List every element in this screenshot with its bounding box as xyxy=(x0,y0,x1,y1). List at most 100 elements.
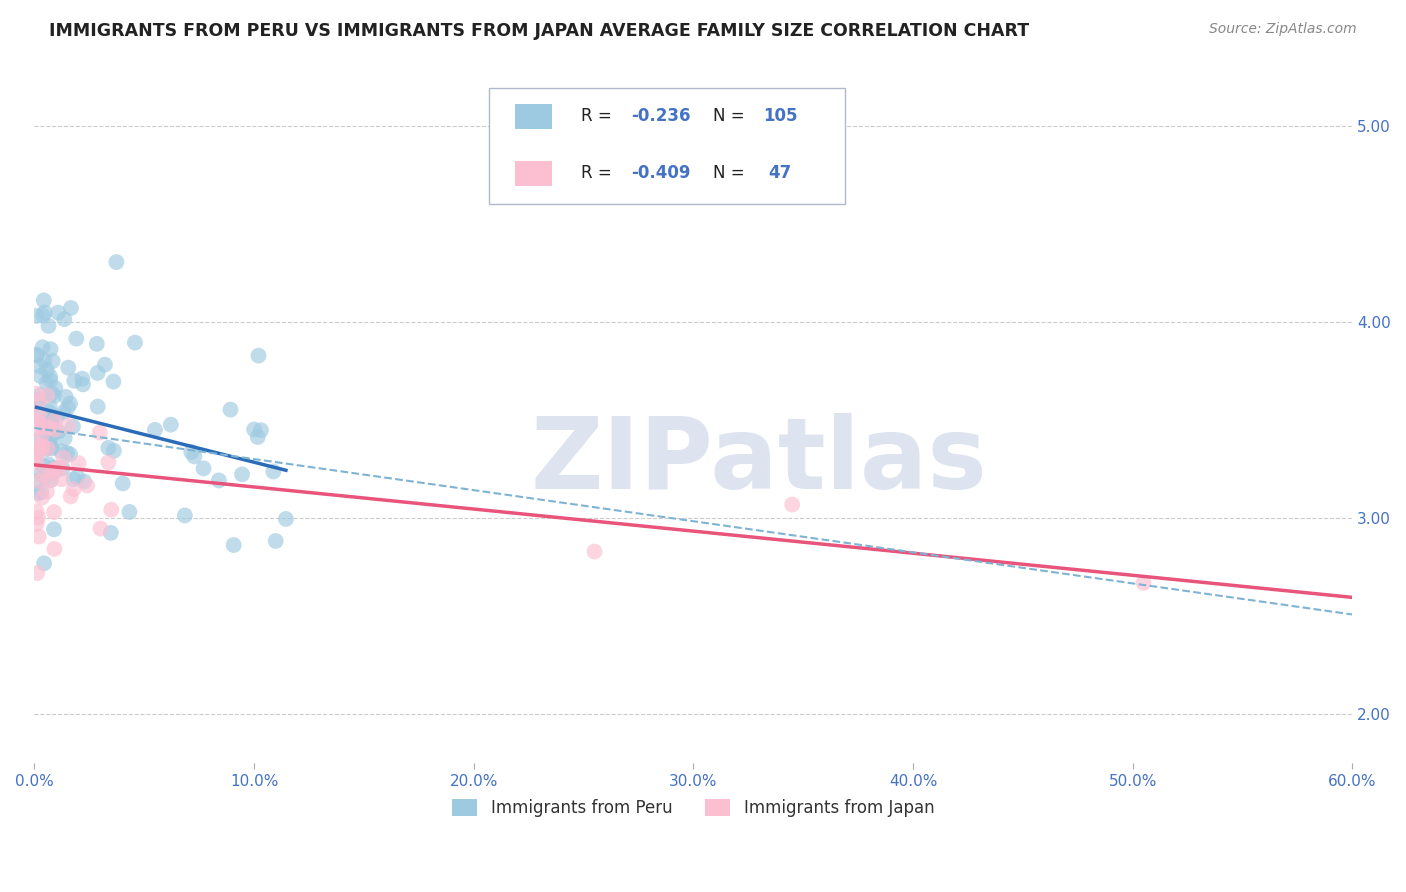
Point xyxy=(39,409,62,424)
Point xyxy=(59,447,82,461)
Point xyxy=(25,411,48,425)
Point xyxy=(780,498,803,512)
Point xyxy=(94,358,117,372)
Text: 105: 105 xyxy=(763,107,797,126)
Text: -0.409: -0.409 xyxy=(631,164,690,182)
Text: 47: 47 xyxy=(769,164,792,182)
Point xyxy=(34,468,56,483)
Point xyxy=(35,363,58,377)
Point xyxy=(53,312,76,326)
Point xyxy=(97,455,120,469)
Point xyxy=(219,402,242,417)
Point xyxy=(38,398,60,412)
Point xyxy=(41,442,63,456)
Point xyxy=(56,418,79,433)
Point xyxy=(48,460,70,475)
Point xyxy=(160,417,183,432)
Point xyxy=(56,401,79,415)
Point xyxy=(86,366,108,380)
Point xyxy=(25,348,48,362)
Point xyxy=(39,414,62,428)
Point xyxy=(32,309,55,323)
Point xyxy=(25,386,48,401)
Point xyxy=(44,541,66,556)
Point xyxy=(73,475,96,489)
Point xyxy=(105,255,128,269)
Point xyxy=(35,425,58,439)
Point xyxy=(25,566,48,580)
Point xyxy=(25,397,48,411)
Point xyxy=(32,557,55,571)
Point xyxy=(37,404,59,418)
Point xyxy=(143,423,166,437)
Point xyxy=(44,413,66,427)
Point xyxy=(25,434,48,448)
Text: N =: N = xyxy=(713,107,749,126)
Point xyxy=(39,473,62,487)
Point xyxy=(262,465,284,479)
FancyBboxPatch shape xyxy=(489,87,845,204)
Point xyxy=(25,421,48,435)
Point xyxy=(65,332,87,346)
Point xyxy=(52,461,75,475)
Point xyxy=(59,489,82,503)
Point xyxy=(25,450,48,464)
FancyBboxPatch shape xyxy=(516,103,553,128)
Point xyxy=(103,375,125,389)
Point xyxy=(1132,575,1154,590)
Point xyxy=(25,505,48,519)
Point xyxy=(247,349,270,363)
Point xyxy=(59,301,82,315)
Point xyxy=(42,460,65,475)
Point xyxy=(173,508,195,523)
Point xyxy=(89,425,111,440)
Point xyxy=(32,469,55,483)
Point xyxy=(39,465,62,479)
Point xyxy=(39,342,62,356)
Point xyxy=(37,318,59,333)
Point xyxy=(55,390,77,404)
Point xyxy=(34,419,56,434)
Point xyxy=(37,442,59,456)
Point xyxy=(35,442,58,456)
Point xyxy=(39,369,62,384)
Point xyxy=(27,413,49,427)
Point xyxy=(38,439,60,453)
Point xyxy=(274,512,297,526)
Point xyxy=(34,305,56,319)
Point xyxy=(37,458,59,472)
Point xyxy=(39,473,62,487)
Point xyxy=(183,450,205,464)
Point xyxy=(41,426,63,441)
Point xyxy=(86,336,108,351)
Point xyxy=(246,430,269,444)
Point xyxy=(34,417,56,432)
Point xyxy=(208,474,231,488)
Point xyxy=(27,474,49,488)
Point xyxy=(28,530,51,544)
Point xyxy=(27,445,49,459)
Point xyxy=(100,525,122,540)
Legend: Immigrants from Peru, Immigrants from Japan: Immigrants from Peru, Immigrants from Ja… xyxy=(446,792,941,823)
Text: R =: R = xyxy=(581,107,617,126)
Point xyxy=(25,456,48,470)
Point xyxy=(30,368,52,383)
Point xyxy=(44,423,66,437)
Point xyxy=(44,381,66,395)
Point xyxy=(53,431,76,445)
Point xyxy=(59,396,82,410)
Point xyxy=(31,439,53,453)
Point xyxy=(25,348,48,362)
Point xyxy=(72,377,94,392)
Point xyxy=(37,388,59,402)
Point xyxy=(118,505,141,519)
Point xyxy=(52,450,75,465)
Point xyxy=(243,422,266,436)
Point xyxy=(38,434,60,448)
Point xyxy=(58,360,80,375)
Point xyxy=(27,486,49,500)
Point xyxy=(103,443,125,458)
Point xyxy=(42,389,65,403)
Point xyxy=(45,409,67,424)
Text: IMMIGRANTS FROM PERU VS IMMIGRANTS FROM JAPAN AVERAGE FAMILY SIZE CORRELATION CH: IMMIGRANTS FROM PERU VS IMMIGRANTS FROM … xyxy=(49,22,1029,40)
